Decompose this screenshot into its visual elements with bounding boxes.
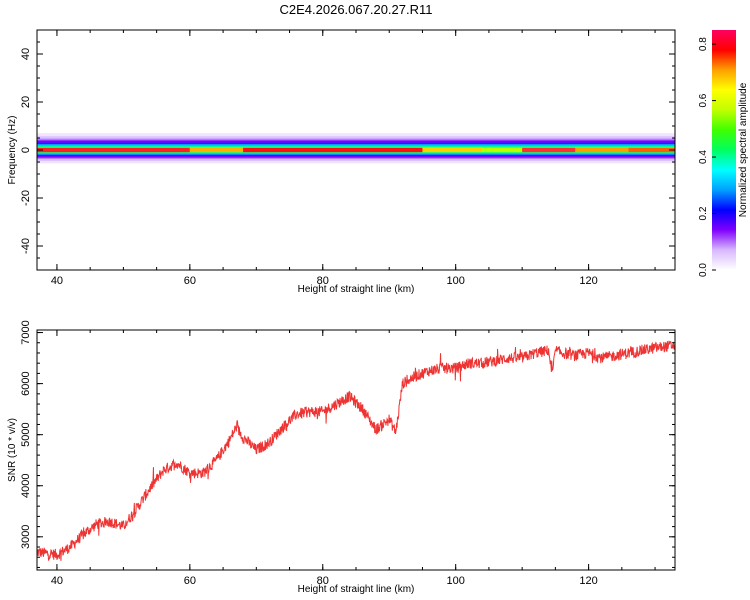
spectral-peak-segment bbox=[37, 147, 190, 153]
y-tick-label: -40 bbox=[20, 238, 32, 254]
spectral-peak-segment bbox=[522, 147, 576, 153]
chart-title: C2E4.2026.067.20.27.R11 bbox=[280, 2, 433, 17]
x-tick-label: 120 bbox=[579, 275, 597, 287]
top-x-axis-label: Height of straight line (km) bbox=[298, 284, 415, 295]
y-tick-label: 6000 bbox=[20, 371, 32, 395]
y-tick-label: 7000 bbox=[20, 320, 32, 344]
x-tick-label: 100 bbox=[447, 275, 465, 287]
colorbar-swatch bbox=[712, 30, 736, 270]
y-tick-label: 5000 bbox=[20, 422, 32, 446]
x-tick-label: 40 bbox=[51, 275, 63, 287]
y-tick-label: 4000 bbox=[20, 474, 32, 498]
x-tick-label: 60 bbox=[184, 575, 196, 587]
bottom-y-axis-label: SNR (10 * v/v) bbox=[7, 418, 18, 482]
bottom-plot-frame bbox=[36, 329, 676, 571]
y-tick-label: 20 bbox=[20, 96, 32, 108]
snr-series-line bbox=[37, 340, 675, 561]
spectral-peak-segment bbox=[189, 147, 244, 153]
colorbar-tick-label: 0.4 bbox=[698, 150, 709, 164]
x-tick-label: 80 bbox=[317, 575, 329, 587]
top-y-axis-label: Frequency (Hz) bbox=[7, 116, 18, 185]
colorbar-tick-label: 0.8 bbox=[698, 37, 709, 51]
colorbar: 0.0 0.2 0.4 0.6 0.8 Normalized spectral ampl… bbox=[698, 30, 749, 277]
x-tick-label: 80 bbox=[317, 275, 329, 287]
x-tick-label: 60 bbox=[184, 275, 196, 287]
colorbar-ticks: 0.0 0.2 0.4 0.6 0.8 bbox=[698, 37, 716, 277]
colorbar-tick-label: 0.2 bbox=[698, 206, 709, 220]
y-tick-label: 40 bbox=[20, 48, 32, 60]
y-tick-label: 0 bbox=[20, 147, 32, 153]
bottom-x-axis-label: Height of straight line (km) bbox=[298, 584, 415, 595]
x-tick-label: 100 bbox=[447, 575, 465, 587]
spectral-band bbox=[37, 133, 675, 164]
y-tick-label: -20 bbox=[20, 190, 32, 206]
spectral-peak-segment bbox=[628, 147, 675, 153]
x-tick-label: 120 bbox=[579, 575, 597, 587]
colorbar-tick-label: 0.6 bbox=[698, 93, 709, 107]
spectral-peak-segment bbox=[422, 147, 483, 153]
spectral-peak-segment bbox=[243, 147, 423, 153]
snr-panel: 40 60 80 100 120 3000 4000 5000 6000 7000 Height … bbox=[7, 320, 676, 595]
y-tick-label: 3000 bbox=[20, 525, 32, 549]
spectrogram-panel: 40 60 80 100 120 -40 -20 0 20 40 Height of straig… bbox=[7, 29, 676, 295]
colorbar-tick-label: 0.0 bbox=[698, 263, 709, 277]
bottom-axis-ticks: 40 60 80 100 120 3000 4000 5000 6000 7000 bbox=[20, 320, 675, 587]
colorbar-label: Normalized spectral amplitude bbox=[738, 82, 749, 217]
x-tick-label: 40 bbox=[51, 575, 63, 587]
spectral-peak-segment bbox=[482, 147, 523, 153]
top-axis-ticks: 40 60 80 100 120 -40 -20 0 20 40 bbox=[20, 29, 675, 287]
spectral-peak-segment bbox=[575, 147, 629, 153]
